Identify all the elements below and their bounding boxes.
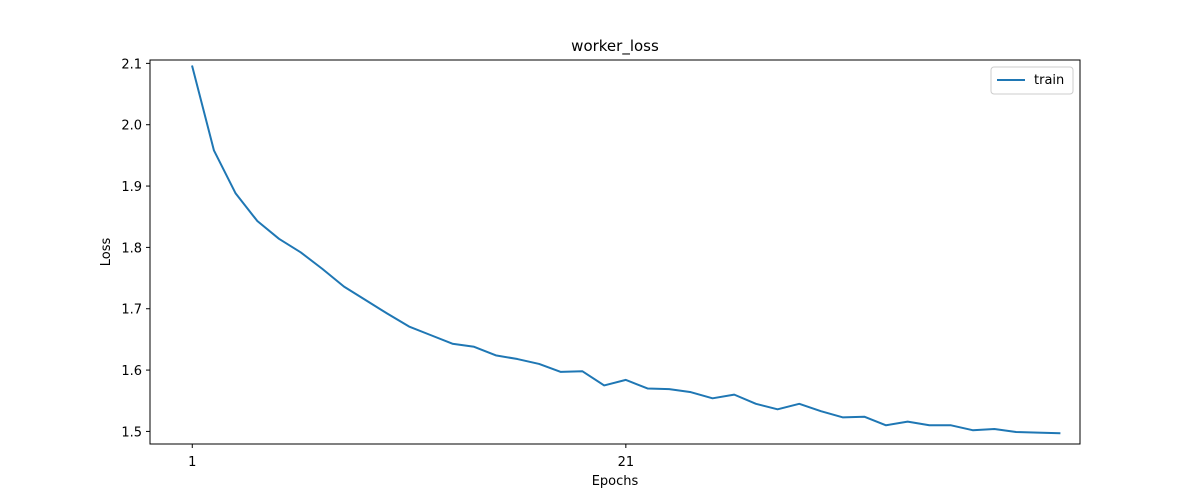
plot-frame bbox=[149, 59, 1081, 445]
legend-box bbox=[990, 66, 1074, 95]
y-tick-label: 2.0 bbox=[121, 119, 142, 134]
y-tick-label: 1.6 bbox=[121, 364, 142, 379]
y-tick-label: 1.5 bbox=[121, 425, 142, 440]
x-axis-label: Epochs bbox=[592, 474, 639, 489]
x-tick-label: 21 bbox=[618, 455, 635, 470]
legend-label-train: train bbox=[1034, 73, 1064, 88]
y-tick-label: 1.7 bbox=[121, 303, 142, 318]
plot-area bbox=[191, 65, 1061, 435]
chart-title: worker_loss bbox=[571, 37, 659, 56]
y-tick-label: 1.8 bbox=[121, 241, 142, 256]
y-tick-label: 2.1 bbox=[121, 57, 142, 72]
legend: train bbox=[990, 66, 1074, 95]
y-axis: 1.5 1.6 1.7 1.8 1.9 2.0 2.1 bbox=[121, 57, 150, 440]
x-axis: 1 21 bbox=[188, 444, 634, 470]
series-line-train bbox=[191, 65, 1061, 435]
x-tick-label: 1 bbox=[188, 455, 196, 470]
y-tick-label: 1.9 bbox=[121, 180, 142, 195]
y-axis-label: Loss bbox=[99, 238, 114, 267]
